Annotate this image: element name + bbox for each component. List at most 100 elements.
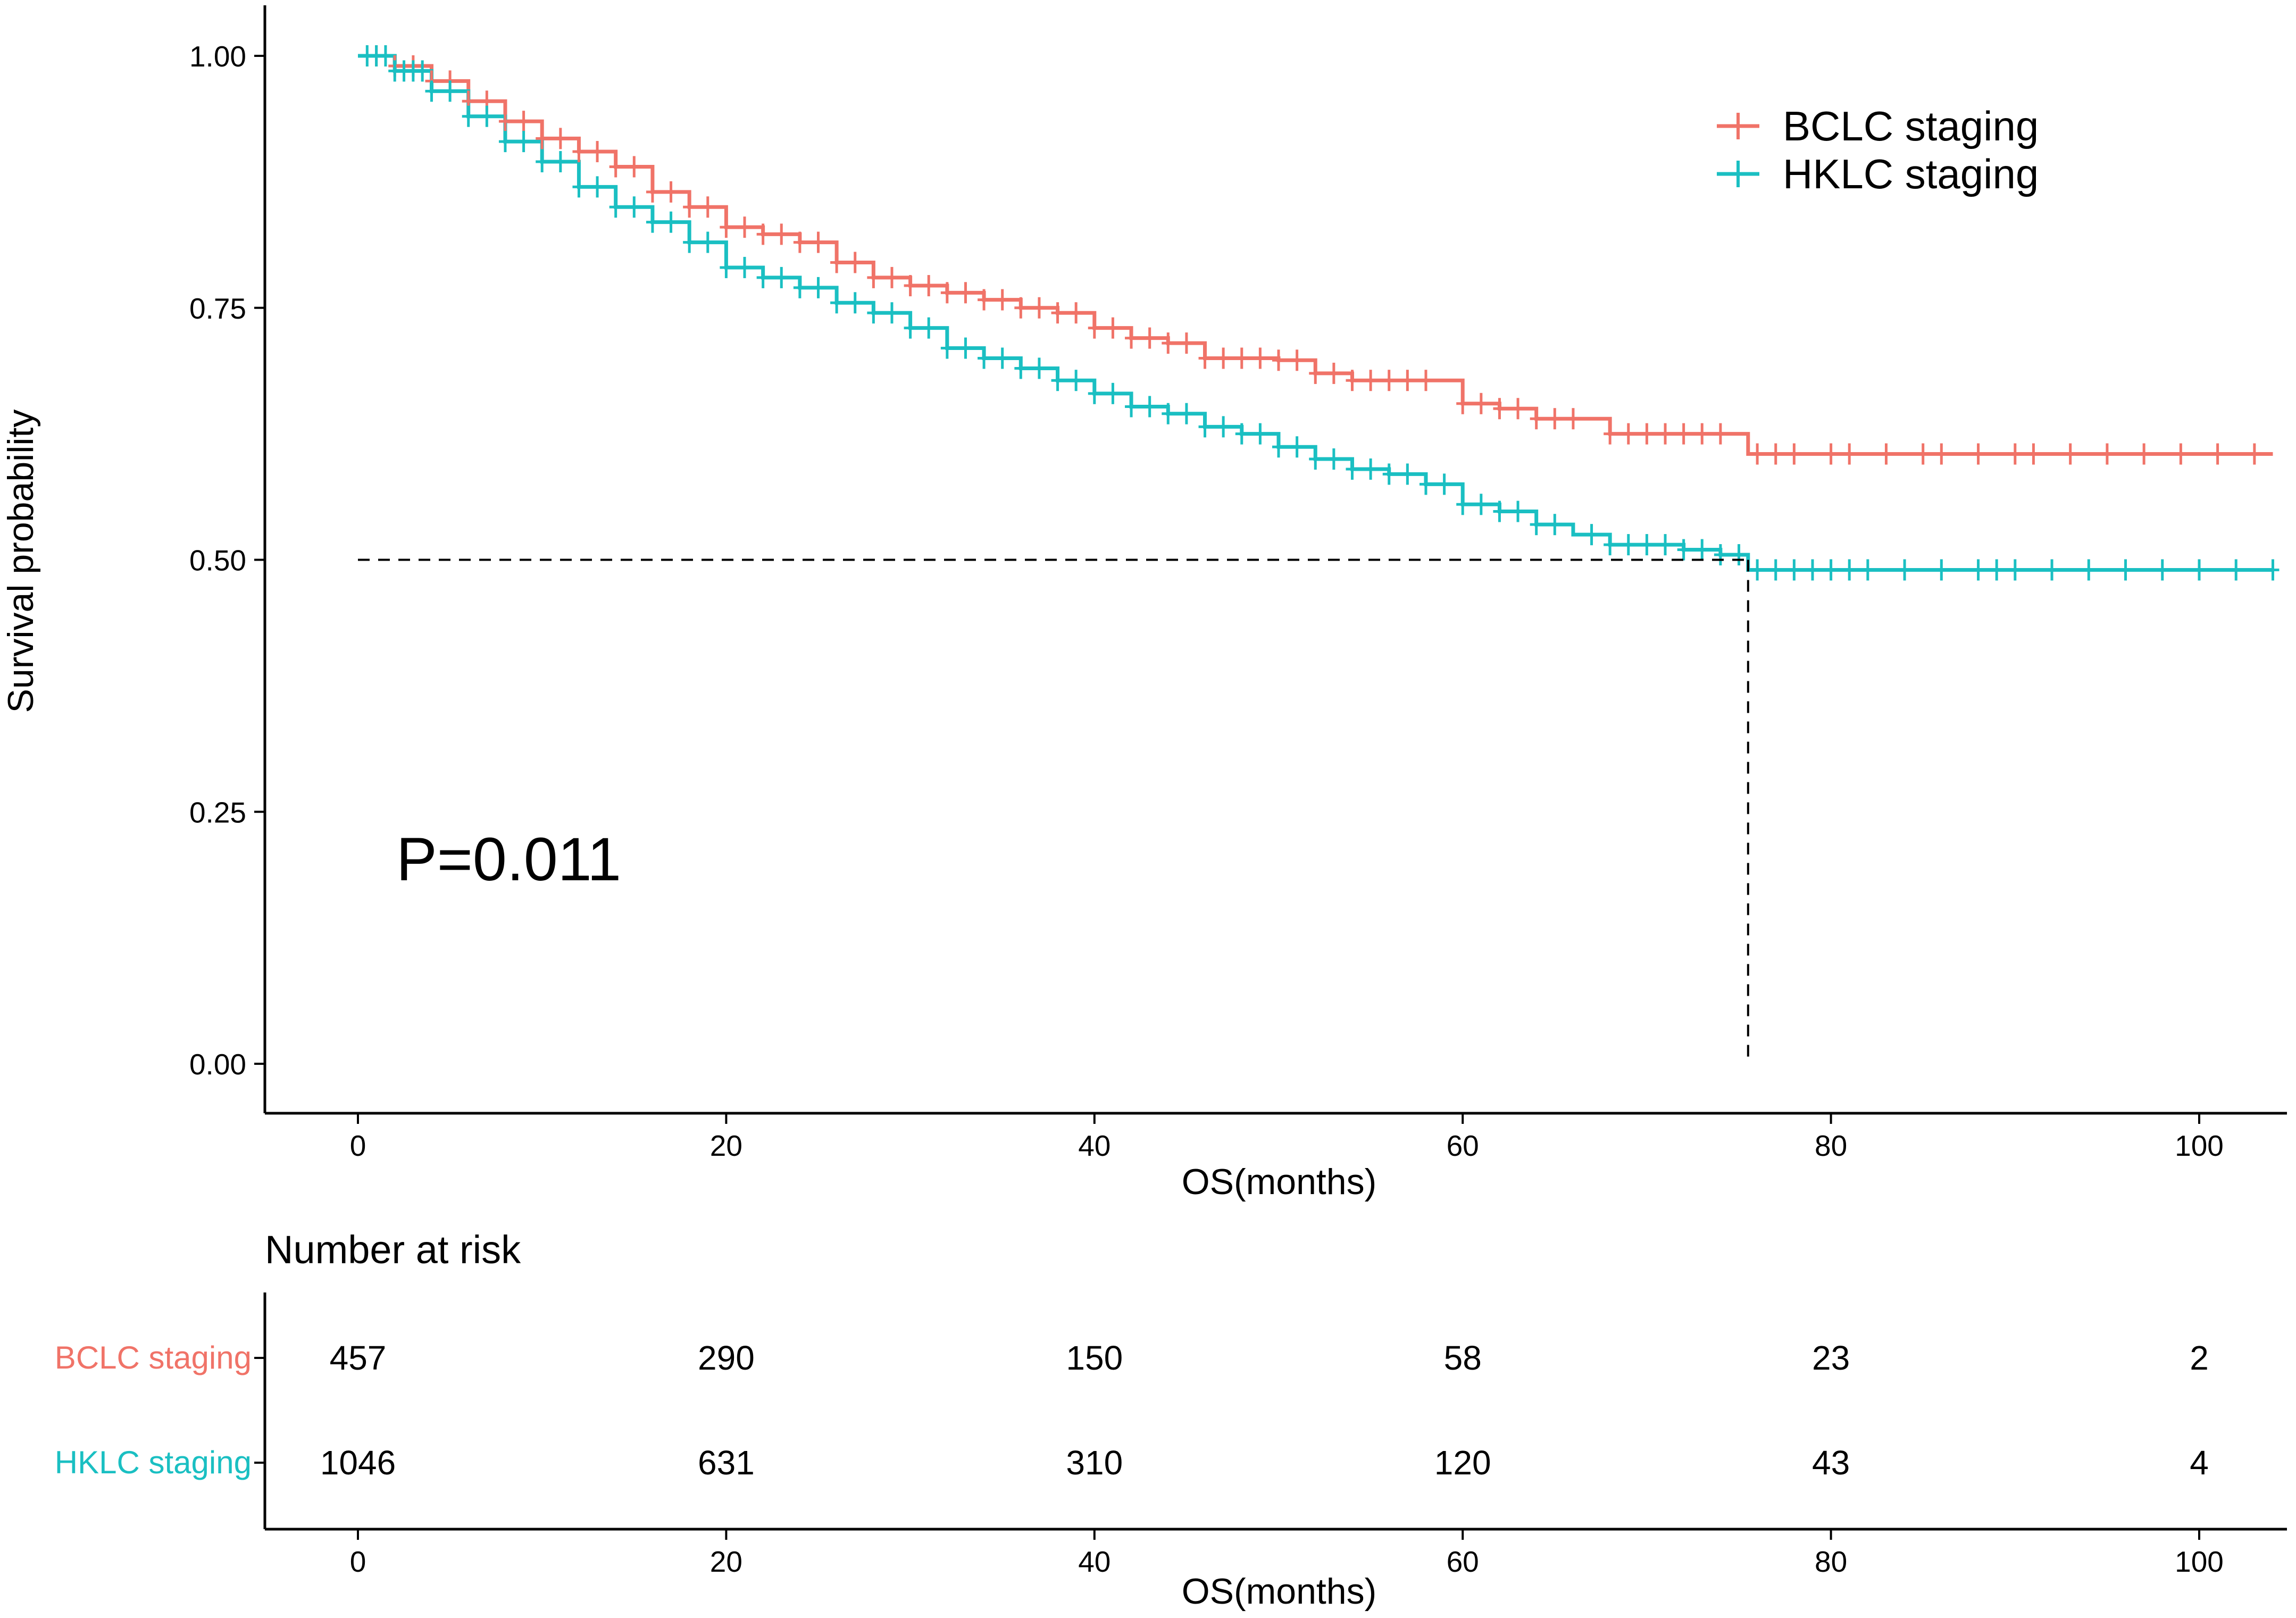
censor-mark (1456, 393, 1470, 414)
censor-mark (1861, 559, 1874, 581)
censor-mark (1566, 408, 1580, 430)
censor-mark (1235, 423, 1248, 445)
censor-mark (1696, 423, 1709, 445)
censor-mark (1972, 443, 1985, 465)
censor-mark (1714, 544, 1727, 566)
censor-mark (1419, 473, 1432, 495)
censor-mark (904, 317, 917, 339)
legend-label: BCLC staging (1783, 103, 2039, 149)
censor-mark (425, 80, 438, 102)
censor-mark (959, 337, 972, 359)
risk-x-axis-label: OS(months) (1182, 1571, 1377, 1612)
risk-row-label: BCLC staging (55, 1340, 252, 1375)
censor-mark (1290, 349, 1304, 371)
censor-mark (2119, 559, 2132, 581)
censor-mark (1916, 443, 1930, 465)
censor-mark (922, 275, 936, 297)
censor-mark (609, 196, 622, 218)
censor-mark (1162, 403, 1175, 424)
censor-mark (1401, 370, 1414, 391)
censor-mark (1880, 443, 1893, 465)
risk-table-axes: 0 20 40 60 80 100 (263, 1292, 2287, 1578)
censor-mark (1106, 317, 1120, 339)
censor-mark (1401, 463, 1414, 485)
censor-mark (2027, 443, 2040, 465)
censor-mark (1032, 357, 1046, 379)
censor-mark (591, 176, 604, 198)
censor-mark (1143, 396, 1156, 418)
y-tick-label: 0.50 (189, 544, 246, 577)
censor-mark (1512, 501, 1525, 522)
censor-mark (498, 111, 512, 132)
censor-mark (1493, 501, 1506, 522)
censor-mark (1290, 436, 1304, 458)
censor-mark (1070, 302, 1083, 324)
censor-mark (885, 266, 898, 288)
legend-item: BCLC staging (1717, 103, 2039, 149)
x-tick-label: 60 (1447, 1129, 1479, 1162)
censor-mark (1456, 494, 1470, 515)
censor-mark (885, 302, 898, 324)
censor-mark (536, 151, 549, 172)
censor-mark (775, 223, 788, 245)
censor-mark (1935, 559, 1948, 581)
censor-mark (2082, 559, 2095, 581)
censor-mark (1677, 423, 1690, 445)
censor-mark (793, 277, 806, 298)
censor-mark (1364, 458, 1377, 480)
risk-count: 43 (1812, 1444, 1850, 1482)
censor-mark (1180, 332, 1193, 354)
censor-mark (379, 45, 392, 66)
censor-mark (2045, 559, 2059, 581)
y-tick-label: 1.00 (189, 40, 246, 73)
risk-count: 150 (1066, 1339, 1123, 1377)
censor-mark (793, 231, 806, 253)
censor-mark (1788, 443, 1801, 465)
censor-mark (1696, 539, 1709, 561)
censor-mark (1585, 524, 1598, 546)
censor-mark (978, 289, 991, 311)
x-tick-label: 20 (710, 1129, 742, 1162)
censor-mark (1051, 370, 1064, 391)
censor-mark (1751, 559, 1764, 581)
risk-count: 2 (2190, 1339, 2209, 1377)
censor-mark (2266, 559, 2280, 581)
censor-mark (1751, 443, 1764, 465)
censor-mark (2211, 443, 2224, 465)
censor-mark (1051, 302, 1064, 324)
censor-mark (1714, 423, 1727, 445)
censor-mark (830, 292, 844, 314)
censor-mark (812, 277, 825, 298)
censor-mark (1014, 297, 1028, 319)
censor-mark (867, 266, 880, 288)
censor-mark (756, 223, 770, 245)
y-tick-label: 0.25 (189, 796, 246, 829)
censor-mark (978, 347, 991, 369)
censor-mark (1198, 416, 1212, 438)
censor-mark (812, 231, 825, 253)
censor-mark (1474, 494, 1488, 515)
censor-mark (517, 111, 530, 132)
x-tick-label: 0 (350, 1129, 366, 1162)
censor-mark (628, 196, 641, 218)
censor-mark (1604, 423, 1617, 445)
censor-mark (1659, 423, 1672, 445)
censor-mark (1438, 473, 1451, 495)
censor-mark (1254, 423, 1267, 445)
censor-mark (1788, 559, 1801, 581)
censor-mark (738, 256, 752, 278)
censor-mark (1530, 514, 1543, 536)
censor-mark (664, 181, 678, 203)
risk-x-tick-label: 80 (1815, 1545, 1847, 1578)
censor-mark (1309, 362, 1322, 384)
censor-mark (867, 302, 880, 324)
censor-mark (1327, 448, 1340, 470)
censor-mark (1364, 370, 1377, 391)
censor-mark (591, 141, 604, 163)
risk-row: BCLC staging 457 290 150 58 23 2 (55, 1339, 2209, 1377)
censor-mark (1180, 403, 1193, 424)
censor-mark (554, 151, 567, 172)
censor-mark (646, 181, 659, 203)
